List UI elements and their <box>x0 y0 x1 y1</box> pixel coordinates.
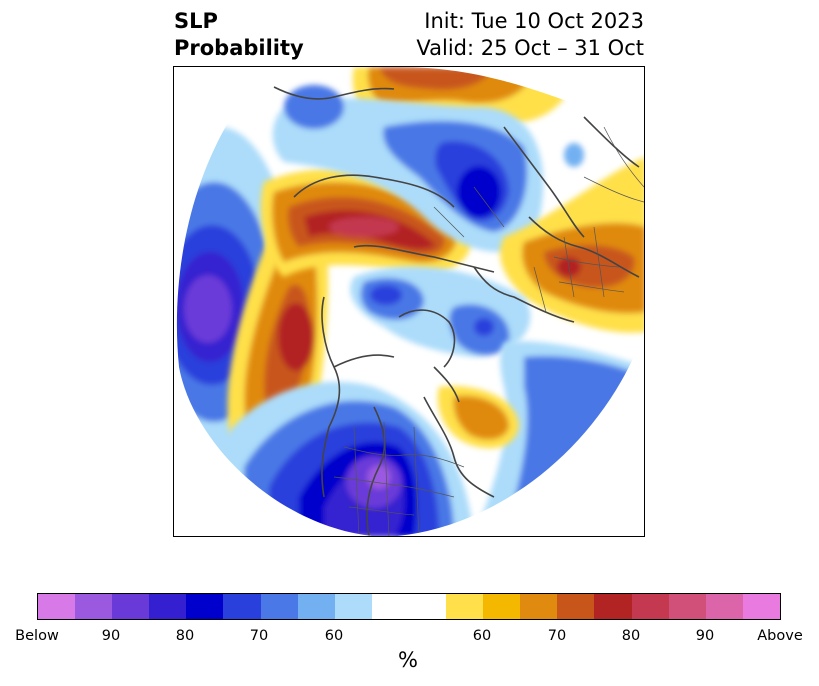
colorbar-segment <box>408 594 447 619</box>
colorbar-tick-label: 60 <box>324 628 344 644</box>
colorbar-unit: % <box>398 648 418 672</box>
colorbar-tick-label: Below <box>15 628 59 644</box>
colorbar-segment <box>297 594 335 619</box>
borders <box>333 126 644 536</box>
colorbar-segment <box>112 594 150 619</box>
title-line1: SLP <box>174 9 218 33</box>
colorbar-tick-label: 90 <box>101 628 121 644</box>
colorbar-segment <box>75 594 113 619</box>
title-line2: Probability <box>174 36 304 60</box>
init-date: Init: Tue 10 Oct 2023 <box>424 9 644 33</box>
colorbar-segment <box>668 594 706 619</box>
colorbar-segment <box>557 594 595 619</box>
map-panel <box>173 66 645 537</box>
arctic-high <box>260 168 472 277</box>
colorbar-segment <box>483 594 521 619</box>
arctic-lows <box>350 266 531 357</box>
colorbar-tick-label: 70 <box>547 628 567 644</box>
colorbar-segment <box>446 594 484 619</box>
colorbar-segment <box>594 594 632 619</box>
colorbar-segment <box>186 594 224 619</box>
colorbar-segment <box>260 594 298 619</box>
colorbar-tick-label: 80 <box>175 628 195 644</box>
coastlines <box>273 86 640 536</box>
colorbar-tick-label: 90 <box>695 628 715 644</box>
colorbar-segment <box>631 594 669 619</box>
colorbar-segment <box>38 594 76 619</box>
colorbar-segment <box>149 594 187 619</box>
colorbar-tick-label: Above <box>757 628 803 644</box>
probability-map <box>174 67 644 536</box>
colorbar-segment <box>223 594 261 619</box>
colorbar-tick-label: 60 <box>472 628 492 644</box>
us-low <box>214 381 474 536</box>
title-right: Init: Tue 10 Oct 2023 Valid: 25 Oct – 31… <box>416 8 644 62</box>
colorbar <box>37 593 781 620</box>
colorbar-segment <box>371 594 409 619</box>
colorbar-segment <box>705 594 743 619</box>
colorbar-tick-label: 80 <box>621 628 641 644</box>
colorbar-tick-label: 70 <box>249 628 269 644</box>
valid-range: Valid: 25 Oct – 31 Oct <box>416 36 644 60</box>
colorbar-segment <box>742 594 780 619</box>
colorbar-segment <box>334 594 372 619</box>
title-left: SLP Probability <box>174 8 304 62</box>
colorbar-segment <box>520 594 558 619</box>
